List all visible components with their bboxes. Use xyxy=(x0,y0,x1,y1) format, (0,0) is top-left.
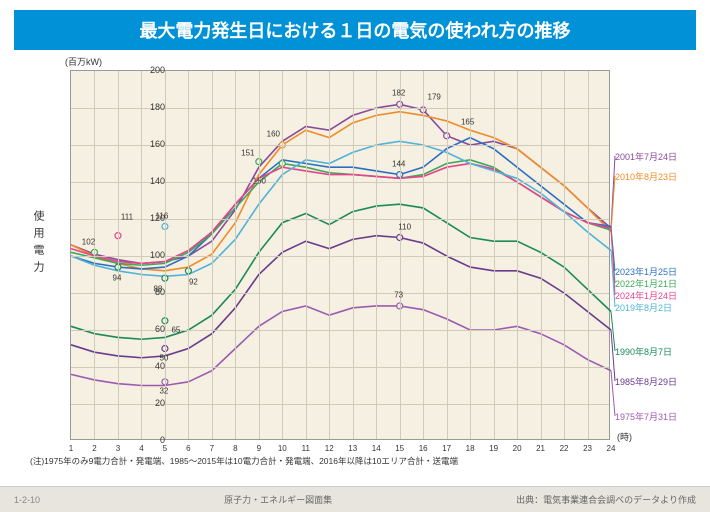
series-label: 2019年8月2日 xyxy=(615,301,672,314)
x-tick-label: 20 xyxy=(513,444,522,453)
x-tick-label: 2 xyxy=(92,444,96,453)
x-tick-label: 19 xyxy=(489,444,498,453)
grid-line-v xyxy=(400,71,401,439)
grid-line-v xyxy=(282,71,283,439)
grid-line-h xyxy=(71,330,609,331)
y-tick-label: 100 xyxy=(150,250,165,260)
grid-line-v xyxy=(329,71,330,439)
x-tick-label: 11 xyxy=(302,444,310,453)
x-tick-label: 10 xyxy=(278,444,287,453)
x-tick-label: 23 xyxy=(583,444,592,453)
grid-line-v xyxy=(423,71,424,439)
y-axis-label: 使用電力 xyxy=(30,210,46,278)
footer-source: 出典：電気事業連合会調べのデータより作成 xyxy=(516,493,696,506)
grid-line-v xyxy=(376,71,377,439)
grid-line-v xyxy=(94,71,95,439)
x-tick-label: 8 xyxy=(233,444,237,453)
footer-title: 原子力・エネルギー図面集 xyxy=(224,493,332,506)
grid-line-v xyxy=(564,71,565,439)
grid-line-h xyxy=(71,293,609,294)
x-tick-label: 9 xyxy=(257,444,261,453)
grid-line-v xyxy=(259,71,260,439)
figure-number: 1-2-10 xyxy=(14,495,40,505)
grid-line-v xyxy=(353,71,354,439)
page-title: 最大電力発生日における１日の電気の使われ方の推移 xyxy=(14,10,696,50)
y-tick-label: 200 xyxy=(150,65,165,75)
x-tick-label: 6 xyxy=(186,444,190,453)
series-label: 1985年8月29日 xyxy=(615,375,677,388)
grid-line-v xyxy=(188,71,189,439)
x-tick-label: 16 xyxy=(419,444,428,453)
y-tick-label: 0 xyxy=(160,435,165,445)
x-tick-label: 13 xyxy=(348,444,357,453)
x-tick-label: 1 xyxy=(69,444,73,453)
grid-line-v xyxy=(165,71,166,439)
grid-line-v xyxy=(306,71,307,439)
y-tick-label: 160 xyxy=(150,139,165,149)
series-line xyxy=(71,306,611,386)
grid-line-v xyxy=(447,71,448,439)
series-label: 2010年8月23日 xyxy=(615,170,677,183)
grid-line-v xyxy=(118,71,119,439)
y-tick-label: 140 xyxy=(150,176,165,186)
x-tick-label: 14 xyxy=(372,444,381,453)
page-footer: 1-2-10 原子力・エネルギー図面集 出典：電気事業連合会調べのデータより作成 xyxy=(0,486,710,512)
x-tick-label: 12 xyxy=(325,444,334,453)
x-tick-label: 18 xyxy=(466,444,475,453)
x-axis-unit: (時) xyxy=(617,430,632,443)
y-tick-label: 60 xyxy=(155,324,165,334)
y-tick-label: 40 xyxy=(155,361,165,371)
chart-note: (注)1975年のみ9電力合計・発電端、1985〜2015年は10電力合計・発電… xyxy=(30,455,458,467)
grid-line-v xyxy=(588,71,589,439)
x-tick-label: 22 xyxy=(560,444,569,453)
grid-line-v xyxy=(470,71,471,439)
grid-line-v xyxy=(494,71,495,439)
grid-line-v xyxy=(212,71,213,439)
grid-line-v xyxy=(235,71,236,439)
grid-line-v xyxy=(141,71,142,439)
series-label: 1975年7月31日 xyxy=(615,410,677,423)
grid-line-h xyxy=(71,404,609,405)
x-tick-label: 21 xyxy=(536,444,545,453)
y-tick-label: 80 xyxy=(155,287,165,297)
grid-line-v xyxy=(517,71,518,439)
grid-line-h xyxy=(71,367,609,368)
grid-line-v xyxy=(541,71,542,439)
series-label: 1990年8月7日 xyxy=(615,345,672,358)
series-line xyxy=(71,204,611,339)
x-tick-label: 7 xyxy=(210,444,214,453)
x-tick-label: 24 xyxy=(607,444,616,453)
y-tick-label: 20 xyxy=(155,398,165,408)
y-axis-unit: (百万kW) xyxy=(65,55,102,68)
x-tick-label: 15 xyxy=(395,444,404,453)
x-tick-label: 5 xyxy=(163,444,167,453)
y-tick-label: 180 xyxy=(150,102,165,112)
x-tick-label: 3 xyxy=(116,444,120,453)
x-tick-label: 4 xyxy=(139,444,143,453)
series-label: 2001年7月24日 xyxy=(615,150,677,163)
y-tick-label: 120 xyxy=(150,213,165,223)
x-tick-label: 17 xyxy=(442,444,451,453)
